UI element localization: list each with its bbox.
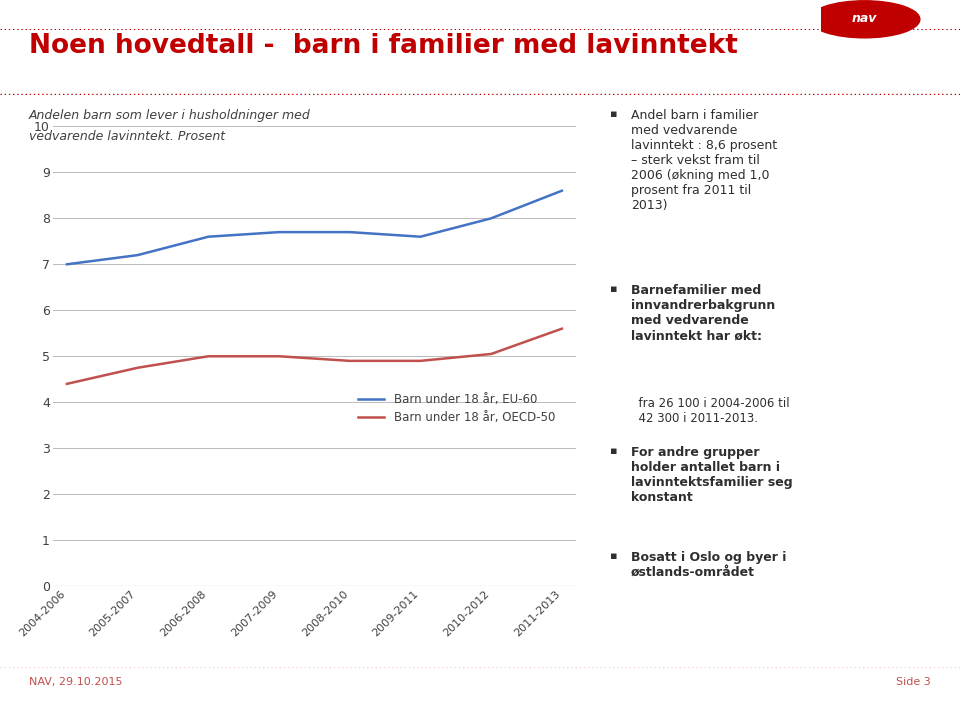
- Text: Barnefamilier med
innvandrerbakgrunn
med vedvarende
lavinntekt har økt:: Barnefamilier med innvandrerbakgrunn med…: [631, 284, 775, 343]
- Circle shape: [809, 1, 920, 38]
- Text: //: //: [905, 11, 916, 26]
- Text: ▪: ▪: [610, 551, 617, 561]
- Text: Side 3: Side 3: [897, 677, 931, 687]
- Text: ▪: ▪: [610, 284, 617, 294]
- Text: NAV, 29.10.2015: NAV, 29.10.2015: [29, 677, 122, 687]
- Legend: Barn under 18 år, EU-60, Barn under 18 år, OECD-50: Barn under 18 år, EU-60, Barn under 18 å…: [353, 388, 560, 428]
- Text: Andelen barn som lever i husholdninger med: Andelen barn som lever i husholdninger m…: [29, 109, 310, 122]
- Text: nav: nav: [852, 12, 877, 25]
- Text: Bosatt i Oslo og byer i
østlands-området: Bosatt i Oslo og byer i østlands-området: [631, 551, 786, 579]
- Text: fra 26 100 i 2004-2006 til
  42 300 i 2011-2013.: fra 26 100 i 2004-2006 til 42 300 i 2011…: [631, 397, 789, 425]
- Text: ▪: ▪: [610, 446, 617, 456]
- Text: Noen hovedtall -  barn i familier med lavinntekt: Noen hovedtall - barn i familier med lav…: [29, 32, 737, 59]
- Text: Andel barn i familier
med vedvarende
lavinntekt : 8,6 prosent
– sterk vekst fram: Andel barn i familier med vedvarende lav…: [631, 109, 777, 212]
- Text: For andre grupper
holder antallet barn i
lavinntektsfamilier seg
konstant: For andre grupper holder antallet barn i…: [631, 446, 792, 504]
- Text: vedvarende lavinntekt. Prosent: vedvarende lavinntekt. Prosent: [29, 130, 225, 143]
- Text: ▪: ▪: [610, 109, 617, 119]
